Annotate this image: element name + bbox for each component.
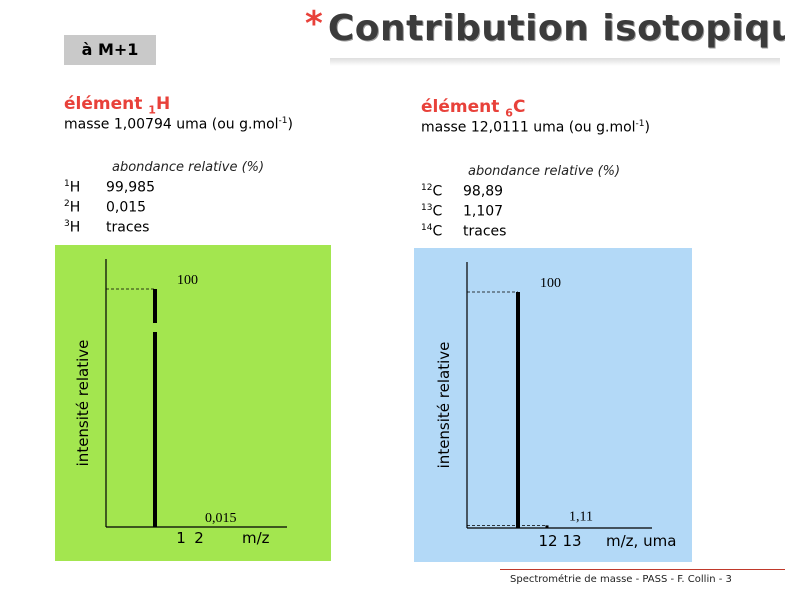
carbon-spectrum-panel: 100 12 1,11 13 m/z, uma intensité relative [414,248,692,562]
isotope-row: 14C traces [421,223,507,240]
x-tick-label: 13 [562,532,581,550]
hydrogen-info: élément 1H masse 1,00794 uma (ou g.mol-1… [64,94,293,133]
carbon-info: élément 6C masse 12,0111 uma (ou g.mol-1… [421,97,650,136]
hydrogen-element-title: élément 1H [64,94,171,117]
footer-text: Spectrométrie de masse - PASS - F. Colli… [510,574,732,585]
hydrogen-mass: masse 1,00794 uma (ou g.mol-1) [64,116,293,134]
isotope-row: 2H 0,015 [64,199,147,216]
data-bar [545,525,549,528]
data-bar [516,292,520,528]
x-tick-label: 12 [538,532,557,550]
data-label: 0,015 [205,511,237,526]
asterisk-icon: * [305,4,323,44]
page-title: * Contribution isotopique [305,4,785,60]
carbon-element-title: élément 6C [421,97,526,120]
y-axis-label: intensité relative [435,342,453,469]
x-axis-label: m/z, uma [606,532,676,550]
y-axis-label: intensité relative [74,340,92,467]
x-tick-label: 2 [194,529,204,547]
carbon-abundance-header: abondance relative (%) [468,164,621,179]
hydrogen-spectrum-panel: 100 1 0,015 2 m/z intensité relative [55,245,331,561]
x-axis-label: m/z [242,529,270,547]
hydrogen-isotope-list: 1H 99,985 2H 0,015 3H traces [64,179,155,239]
carbon-isotope-list: 12C 98,89 13C 1,107 14C traces [421,183,506,243]
x-tick-label: 1 [176,529,186,547]
carbon-mass: masse 12,0111 uma (ou g.mol-1) [421,119,650,137]
isotope-row: 13C 1,107 [421,203,504,220]
footer-divider [500,569,785,570]
carbon-spectrum-chart: 100 12 1,11 13 m/z, uma intensité relative [435,262,676,550]
hydrogen-abundance-header: abondance relative (%) [112,160,265,175]
title-underline [330,58,780,66]
data-bar [153,289,157,323]
data-label: 100 [540,276,561,291]
data-label: 1,11 [569,509,593,524]
data-bar [153,332,157,527]
page-title-text: Contribution isotopique [327,8,785,49]
isotope-row: 12C 98,89 [421,183,504,200]
isotope-row: 3H traces [64,219,150,236]
isotope-row: 1H 99,985 [64,179,155,196]
data-label: 100 [177,273,198,288]
mass-shift-badge: à M+1 [64,35,156,65]
